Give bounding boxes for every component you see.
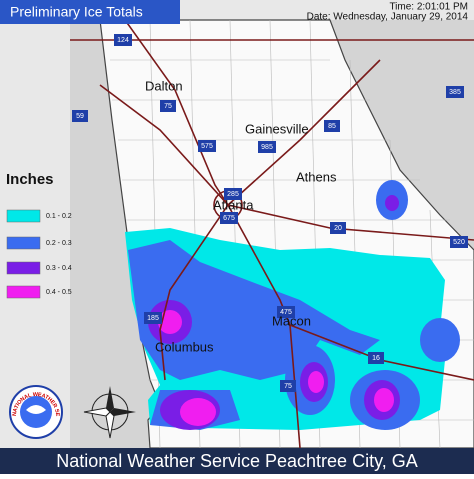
- legend-swatch: [6, 209, 41, 223]
- time: Time: 2:01:01 PM: [389, 2, 468, 13]
- shield: 575: [198, 140, 216, 152]
- shield: 475: [277, 306, 295, 318]
- legend-title: Inches: [6, 171, 54, 188]
- compass: [83, 386, 136, 439]
- shield: 16: [368, 352, 384, 364]
- footer: National Weather Service Peachtree City,…: [56, 451, 418, 471]
- logo: NATIONAL WEATHER SERVICE: [9, 385, 63, 439]
- highway-label: 85: [328, 123, 336, 130]
- date: Date: Wednesday, January 29, 2014: [307, 12, 469, 23]
- highway-label: 475: [280, 309, 292, 316]
- highway-shields: 124 59 75 575 985 85 285 675 20 385 520 …: [72, 34, 468, 392]
- shield: 185: [144, 312, 162, 324]
- legend-swatch: [6, 261, 41, 275]
- legend-label: 0.4 - 0.5: [46, 289, 72, 296]
- shield: 675: [220, 212, 238, 224]
- legend-label: 0.1 - 0.2: [46, 213, 72, 220]
- city-label: Gainesville: [245, 121, 309, 136]
- ice-areas: [125, 180, 460, 430]
- highway-label: 575: [201, 143, 213, 150]
- city-label: Atlanta: [213, 197, 254, 212]
- shield: 59: [72, 110, 88, 122]
- city-label: Athens: [296, 169, 337, 184]
- highway-label: 520: [453, 239, 465, 246]
- highway-label: 16: [372, 355, 380, 362]
- legend-swatch: [6, 285, 41, 299]
- city-label: Dalton: [145, 78, 183, 93]
- shield: 520: [450, 236, 468, 248]
- title: Preliminary Ice Totals: [10, 4, 143, 20]
- shield: 385: [446, 86, 464, 98]
- shield: 985: [258, 141, 276, 153]
- highway-label: 185: [147, 315, 159, 322]
- legend-label: 0.2 - 0.3: [46, 240, 72, 247]
- legend-swatch: [6, 236, 41, 250]
- highway-label: 75: [284, 383, 292, 390]
- shield: 85: [324, 120, 340, 132]
- highway-label: 75: [164, 103, 172, 110]
- shield: 124: [114, 34, 132, 46]
- highway-label: 124: [117, 37, 129, 44]
- city-label: Columbus: [155, 339, 214, 354]
- shield: 75: [280, 380, 296, 392]
- highway-label: 285: [227, 191, 239, 198]
- highway-label: 59: [76, 113, 84, 120]
- footer-bar: [0, 448, 474, 474]
- shield: 75: [160, 100, 176, 112]
- legend: 0.1 - 0.2 0.2 - 0.3 0.3 - 0.4 0.4 - 0.5: [6, 209, 72, 299]
- highway-label: 985: [261, 144, 273, 151]
- shield: 285: [224, 188, 242, 200]
- highway-label: 385: [449, 89, 461, 96]
- highway-label: 20: [334, 225, 342, 232]
- highway-label: 675: [223, 215, 235, 222]
- title-bar: [0, 0, 180, 24]
- legend-label: 0.3 - 0.4: [46, 265, 72, 272]
- city-label: Macon: [272, 313, 311, 328]
- shield: 20: [330, 222, 346, 234]
